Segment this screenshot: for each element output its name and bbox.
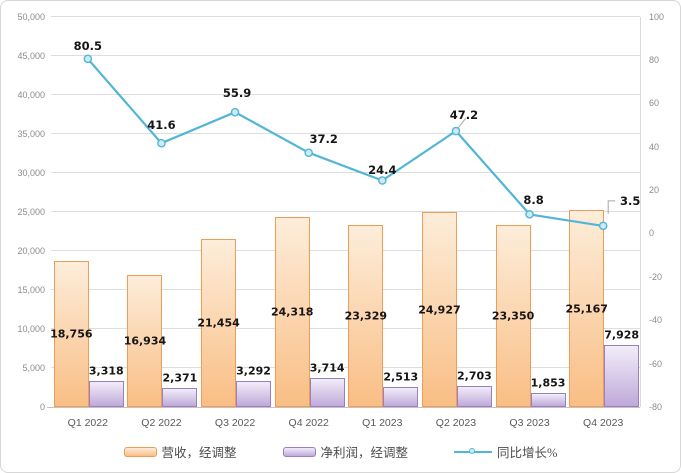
profit-bar bbox=[383, 387, 419, 407]
line-marker-icon bbox=[304, 148, 313, 158]
right-axis-tick: -80 bbox=[649, 402, 663, 412]
left-axis-tick: 50,000 bbox=[17, 11, 45, 22]
growth-value-label: 8.8 bbox=[523, 193, 544, 208]
right-axis-line bbox=[640, 16, 641, 407]
gridline bbox=[51, 133, 640, 135]
legend-item-growth: 同比增长% bbox=[454, 442, 557, 461]
gridline bbox=[51, 55, 640, 57]
gridline bbox=[51, 289, 640, 291]
left-axis-tick: 20,000 bbox=[17, 245, 45, 256]
revenue-bar bbox=[348, 224, 384, 407]
growth-value-label: 24.4 bbox=[368, 162, 397, 177]
growth-value-label: 47.2 bbox=[449, 108, 479, 123]
left-axis-tick: 10,000 bbox=[17, 323, 45, 334]
right-axis-tick: 60 bbox=[649, 98, 660, 109]
legend: 营收，经调整 净利润，经调整 同比增长% bbox=[1, 442, 680, 461]
profit-value-label: 1,853 bbox=[530, 376, 566, 390]
right-axis-tick: -40 bbox=[649, 315, 663, 326]
left-axis-tick: 40,000 bbox=[17, 89, 45, 100]
growth-line-swatch bbox=[454, 447, 493, 457]
left-axis-tick: 25,000 bbox=[17, 206, 45, 217]
revenue-swatch bbox=[123, 446, 157, 457]
profit-value-label: 2,703 bbox=[457, 369, 492, 383]
right-axis-tick: 20 bbox=[649, 185, 660, 196]
left-axis-tick: 30,000 bbox=[17, 167, 45, 178]
revenue-bar bbox=[127, 274, 163, 407]
profit-bar bbox=[456, 385, 492, 407]
growth-value-label: 3.5 bbox=[620, 193, 641, 208]
profit-value-label: 2,513 bbox=[383, 370, 419, 384]
right-axis-tick: -20 bbox=[649, 271, 663, 282]
category-label: Q4 2023 bbox=[583, 417, 624, 429]
category-label: Q3 2023 bbox=[509, 417, 550, 429]
profit-value-label: 3,318 bbox=[88, 364, 124, 378]
revenue-bar bbox=[421, 212, 457, 407]
legend-item-revenue: 营收，经调整 bbox=[123, 442, 237, 461]
revenue-bar bbox=[495, 224, 531, 407]
category-label: Q4 2022 bbox=[288, 417, 329, 429]
profit-value-label: 2,371 bbox=[162, 371, 198, 385]
right-axis-tick: 100 bbox=[649, 11, 665, 22]
revenue-value-label: 21,454 bbox=[197, 316, 240, 330]
left-axis-tick: 45,000 bbox=[17, 50, 45, 61]
x-axis-line bbox=[47, 407, 640, 408]
growth-value-label: 80.5 bbox=[73, 38, 102, 53]
revenue-bar bbox=[53, 260, 89, 407]
category-label: Q1 2022 bbox=[67, 417, 108, 429]
profit-bar bbox=[162, 388, 198, 407]
gridline bbox=[51, 172, 640, 174]
line-marker-icon bbox=[378, 176, 387, 185]
profit-bar bbox=[309, 377, 345, 407]
line-marker-icon bbox=[157, 138, 166, 148]
right-axis-tick: 0 bbox=[649, 228, 655, 239]
line-marker-icon bbox=[83, 54, 93, 64]
profit-value-label: 3,714 bbox=[309, 361, 345, 375]
legend-label-profit: 净利润，经调整 bbox=[320, 446, 409, 460]
legend-label-revenue: 营收，经调整 bbox=[161, 446, 237, 460]
right-axis-tick: -60 bbox=[649, 358, 663, 369]
category-label: Q3 2022 bbox=[214, 417, 256, 429]
profit-swatch bbox=[282, 446, 316, 457]
revenue-bar bbox=[569, 210, 605, 407]
left-axis-tick: 35,000 bbox=[17, 128, 45, 139]
right-axis-tick: 40 bbox=[649, 141, 660, 152]
revenue-value-label: 18,756 bbox=[50, 327, 93, 341]
profit-value-label: 3,292 bbox=[236, 364, 271, 378]
category-label: Q1 2023 bbox=[362, 417, 403, 429]
legend-label-growth: 同比增长% bbox=[497, 446, 558, 460]
category-label: Q2 2023 bbox=[435, 417, 477, 429]
revenue-bar bbox=[201, 239, 237, 407]
line-marker-icon bbox=[230, 107, 240, 117]
growth-value-label: 41.6 bbox=[147, 118, 176, 133]
left-axis-tick: 5,000 bbox=[22, 362, 45, 373]
growth-value-label: 37.2 bbox=[309, 131, 338, 146]
revenue-value-label: 24,927 bbox=[418, 303, 461, 317]
category-label: Q2 2022 bbox=[141, 417, 182, 429]
profit-bar bbox=[88, 381, 124, 407]
left-axis-tick: 15,000 bbox=[17, 284, 45, 295]
gridline bbox=[51, 16, 640, 17]
revenue-value-label: 25,167 bbox=[565, 302, 608, 316]
left-axis-tick: 0 bbox=[39, 402, 45, 412]
gridline bbox=[51, 328, 640, 330]
revenue-value-label: 23,350 bbox=[491, 309, 535, 323]
revenue-value-label: 24,318 bbox=[270, 305, 314, 319]
right-axis-tick: 80 bbox=[649, 54, 660, 65]
growth-value-label: 55.9 bbox=[222, 86, 252, 101]
profit-bar bbox=[236, 381, 272, 407]
legend-item-profit: 净利润，经调整 bbox=[282, 442, 409, 461]
profit-bar bbox=[530, 392, 566, 407]
revenue-value-label: 16,934 bbox=[123, 334, 167, 348]
gridline bbox=[51, 211, 640, 213]
gridline bbox=[51, 250, 640, 252]
revenue-value-label: 23,329 bbox=[344, 309, 388, 323]
line-marker-icon bbox=[469, 447, 476, 454]
gridline bbox=[51, 94, 640, 96]
profit-value-label: 7,928 bbox=[604, 328, 640, 342]
gridline bbox=[51, 367, 640, 369]
profit-bar bbox=[604, 345, 640, 407]
